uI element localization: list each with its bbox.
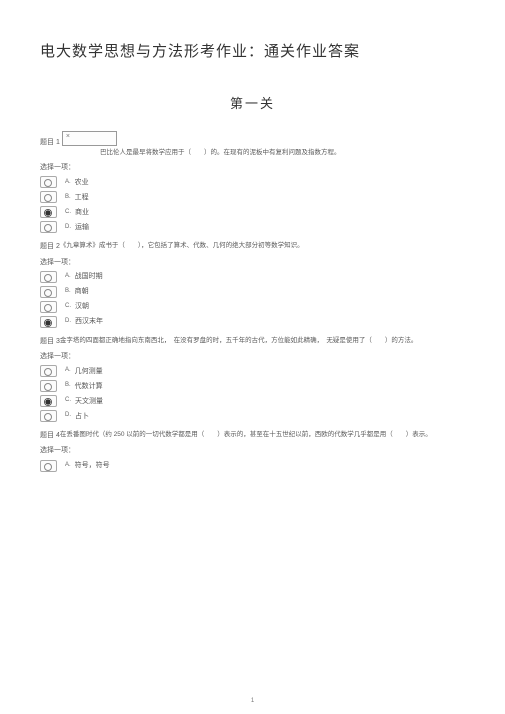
radio-icon[interactable] <box>40 316 57 328</box>
choose-label: 选择一项： <box>40 445 465 456</box>
section-title: 第一关 <box>40 94 465 115</box>
option-letter: C. <box>65 208 71 218</box>
option-text: 汉朝 <box>75 301 89 312</box>
radio-icon[interactable] <box>40 301 57 313</box>
question-block: 题目 1 巴比伦人是最早将数学应用于（ ）的。在现有的泥板中有复利问题及指数方程。… <box>40 133 465 234</box>
option-letter: D. <box>65 317 71 327</box>
question-header: 题目 2 《九章算术》成书于（ ），它包括了算术、代数、几何的绝大部分初等数学知… <box>40 241 465 252</box>
option-row[interactable]: B. 工程 <box>40 191 465 203</box>
radio-icon[interactable] <box>40 460 57 472</box>
radio-icon[interactable] <box>40 221 57 233</box>
option-text: 运输 <box>75 222 89 233</box>
questions-container: 题目 1 巴比伦人是最早将数学应用于（ ）的。在现有的泥板中有复利问题及指数方程。… <box>40 133 465 472</box>
option-row[interactable]: A. 几何测量 <box>40 365 465 377</box>
option-letter: C. <box>65 396 71 406</box>
option-text: 几何测量 <box>75 366 103 377</box>
option-row[interactable]: B. 代数计算 <box>40 380 465 392</box>
question-text: 在丢番图时代（约 250 以前的一切代数学都是用（ ）表示的，甚至在十五世纪以前… <box>60 430 432 440</box>
option-row[interactable]: C. 天文测量 <box>40 395 465 407</box>
radio-icon[interactable] <box>40 271 57 283</box>
radio-icon[interactable] <box>40 410 57 422</box>
question-label: 题目 2 <box>40 241 60 252</box>
question-header: 题目 3 金字塔的四面都正确地指向东南西北， 在没有罗盘的时，五千年的古代，方位… <box>40 336 465 347</box>
choose-label: 选择一项： <box>40 257 465 268</box>
option-letter: A. <box>65 461 71 471</box>
broken-image-icon <box>62 131 117 146</box>
option-row[interactable]: A. 战国时期 <box>40 271 465 283</box>
document-title: 电大数学思想与方法形考作业：通关作业答案 <box>40 40 465 64</box>
question-header: 题目 4 在丢番图时代（约 250 以前的一切代数学都是用（ ）表示的，甚至在十… <box>40 430 465 441</box>
option-row[interactable]: C. 商业 <box>40 206 465 218</box>
option-row[interactable]: D. 占卜 <box>40 410 465 422</box>
question-text: 金字塔的四面都正确地指向东南西北， 在没有罗盘的时，五千年的古代，方位能如此精确… <box>60 336 418 346</box>
question-label: 题目 1 <box>40 137 60 148</box>
question-block: 题目 4 在丢番图时代（约 250 以前的一切代数学都是用（ ）表示的，甚至在十… <box>40 430 465 471</box>
option-letter: D. <box>65 411 71 421</box>
option-text: 天文测量 <box>75 396 103 407</box>
page-number: 1 <box>251 698 254 704</box>
option-text: 符号，符号 <box>75 460 110 471</box>
choose-label: 选择一项： <box>40 162 465 173</box>
option-letter: B. <box>65 381 71 391</box>
question-text: 巴比伦人是最早将数学应用于（ ）的。在现有的泥板中有复利问题及指数方程。 <box>100 148 465 158</box>
option-text: 代数计算 <box>75 381 103 392</box>
choose-label: 选择一项： <box>40 351 465 362</box>
option-row[interactable]: A. 农业 <box>40 176 465 188</box>
option-row[interactable]: A. 符号，符号 <box>40 460 465 472</box>
option-row[interactable]: B. 商朝 <box>40 286 465 298</box>
radio-icon[interactable] <box>40 380 57 392</box>
option-letter: B. <box>65 193 71 203</box>
question-label: 题目 4 <box>40 430 60 441</box>
radio-icon[interactable] <box>40 395 57 407</box>
option-letter: C. <box>65 302 71 312</box>
option-letter: A. <box>65 178 71 188</box>
option-text: 工程 <box>75 192 89 203</box>
option-text: 占卜 <box>75 411 89 422</box>
question-head-wrap: 题目 1 巴比伦人是最早将数学应用于（ ）的。在现有的泥板中有复利问题及指数方程。 <box>40 133 465 158</box>
option-text: 商朝 <box>75 286 89 297</box>
option-letter: A. <box>65 272 71 282</box>
option-letter: A. <box>65 366 71 376</box>
question-label: 题目 3 <box>40 336 60 347</box>
option-letter: B. <box>65 287 71 297</box>
radio-icon[interactable] <box>40 206 57 218</box>
radio-icon[interactable] <box>40 365 57 377</box>
document-page: 电大数学思想与方法形考作业：通关作业答案 第一关 题目 1 巴比伦人是最早将数学应… <box>0 0 505 472</box>
radio-icon[interactable] <box>40 286 57 298</box>
option-letter: D. <box>65 223 71 233</box>
option-text: 战国时期 <box>75 271 103 282</box>
option-row[interactable]: D. 西汉末年 <box>40 316 465 328</box>
question-block: 题目 3 金字塔的四面都正确地指向东南西北， 在没有罗盘的时，五千年的古代，方位… <box>40 336 465 422</box>
question-block: 题目 2 《九章算术》成书于（ ），它包括了算术、代数、几何的绝大部分初等数学知… <box>40 241 465 327</box>
radio-icon[interactable] <box>40 176 57 188</box>
option-text: 西汉末年 <box>75 316 103 327</box>
option-row[interactable]: C. 汉朝 <box>40 301 465 313</box>
option-text: 农业 <box>75 177 89 188</box>
radio-icon[interactable] <box>40 191 57 203</box>
question-text: 《九章算术》成书于（ ），它包括了算术、代数、几何的绝大部分初等数学知识。 <box>60 241 304 251</box>
option-text: 商业 <box>75 207 89 218</box>
option-row[interactable]: D. 运输 <box>40 221 465 233</box>
